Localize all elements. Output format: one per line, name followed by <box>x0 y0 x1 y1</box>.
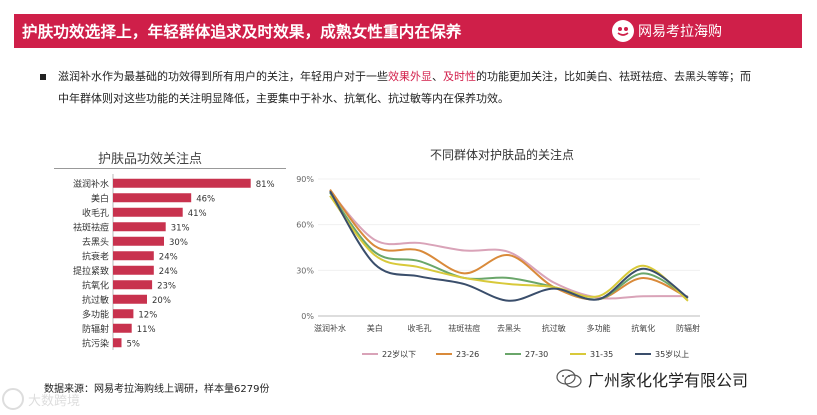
legend-label: 23-26 <box>456 350 479 359</box>
bar-value-label: 23% <box>157 281 176 291</box>
x-tick-label: 去黑头 <box>497 323 521 333</box>
data-source: 数据来源：网易考拉海购线上调研，样本量6279份 <box>44 384 270 395</box>
x-tick-label: 多功能 <box>587 323 611 333</box>
bar-7 <box>113 280 153 290</box>
bar-category-label: 祛斑祛痘 <box>73 221 109 233</box>
bar-category-label: 提拉紧致 <box>73 265 109 277</box>
bar-category-label: 收毛孔 <box>82 207 109 219</box>
bar-category-label: 抗氧化 <box>82 279 109 291</box>
line-chart-title: 不同群体对护肤品的关注点 <box>430 147 574 162</box>
bar-0 <box>113 178 251 188</box>
bar-category-label: 抗衰老 <box>82 250 109 262</box>
watermark-text: 大数跨境 <box>28 393 81 409</box>
watermark-logo-icon <box>2 388 24 410</box>
bar-4 <box>113 236 164 246</box>
bar-value-label: 81% <box>256 180 275 190</box>
page-title: 护肤功效选择上，年轻群体追求及时效果，成熟女性重内在保养 <box>22 23 462 41</box>
bar-value-label: 12% <box>138 310 157 320</box>
x-tick-label: 祛斑祛痘 <box>448 323 480 333</box>
y-tick-label: 90% <box>296 175 314 184</box>
intro-text: 滋润补水作为最基础的功效得到所有用户的关注，年轻用户对于一些效果外显、及时性的功… <box>58 66 758 110</box>
brand-name: 网易考拉海购 <box>638 24 722 40</box>
bar-value-label: 46% <box>196 194 215 204</box>
bar-value-label: 30% <box>169 238 188 248</box>
intro-highlight-2: 及时性 <box>443 70 476 83</box>
y-tick-label: 0% <box>301 312 314 321</box>
series-line-0 <box>329 190 689 300</box>
kaola-logo-icon <box>612 20 634 42</box>
bar-category-label: 抗过敏 <box>82 294 109 306</box>
bar-5 <box>113 251 154 261</box>
bar-value-label: 5% <box>127 339 141 349</box>
legend-label: 31-35 <box>590 350 613 359</box>
bar-category-label: 多功能 <box>82 308 109 320</box>
watermark: 大数跨境 <box>2 388 80 410</box>
series-line-1 <box>329 189 689 301</box>
intro-highlight-1: 效果外显 <box>388 70 432 83</box>
bar-value-label: 20% <box>152 296 171 306</box>
x-tick-label: 抗氧化 <box>631 323 655 333</box>
x-tick-label: 防辐射 <box>676 323 700 333</box>
bar-10 <box>113 323 132 333</box>
bar-category-label: 去黑头 <box>82 236 109 248</box>
legend-label: 22岁以下 <box>382 349 416 359</box>
bar-chart-title: 护肤品功效关注点 <box>98 152 203 167</box>
series-line-2 <box>329 192 689 301</box>
bar-6 <box>113 265 154 275</box>
bar-2 <box>113 207 183 217</box>
x-tick-label: 抗过敏 <box>542 323 566 333</box>
x-tick-label: 滋润补水 <box>314 323 346 333</box>
legend-label: 27-30 <box>525 350 548 359</box>
header-bar <box>14 14 802 48</box>
bar-category-label: 抗污染 <box>82 337 109 349</box>
series-line-3 <box>329 195 689 302</box>
intro-separator: 、 <box>432 70 443 83</box>
bar-category-label: 美白 <box>91 192 109 204</box>
bar-value-label: 41% <box>188 209 207 219</box>
bar-chart-title-rule <box>54 168 286 169</box>
series-line-4 <box>329 190 689 302</box>
bar-category-label: 防辐射 <box>82 323 109 335</box>
bar-value-label: 31% <box>171 223 190 233</box>
wechat-icon <box>556 369 582 388</box>
bar-8 <box>113 294 147 304</box>
bar-3 <box>113 222 166 232</box>
bar-category-label: 滋润补水 <box>73 178 109 190</box>
bar-9 <box>113 309 134 319</box>
bar-11 <box>113 338 122 348</box>
bar-1 <box>113 193 192 203</box>
y-tick-label: 60% <box>296 221 314 230</box>
x-tick-label: 收毛孔 <box>408 323 432 333</box>
intro-part2: 的功能更加关注，比如美白、祛斑祛痘、去黑头等等；而中年群体则对这些功能的关注明显… <box>58 70 751 105</box>
bar-value-label: 24% <box>159 267 178 277</box>
header: 护肤功效选择上，年轻群体追求及时效果，成熟女性重内在保养 网易考拉海购 <box>0 0 817 62</box>
x-tick-label: 美白 <box>367 323 383 333</box>
line-chart: 不同群体对护肤品的关注点 0% 30% 60% 90% 滋润补水 美白 收毛孔 祛斑祛痘 去黑头 抗… <box>296 147 700 359</box>
company-name: 广州家化化学有限公司 <box>588 371 749 390</box>
bar-chart: 滋润补水 81% 美白 46% 收毛孔 41% 祛斑祛痘 31% 去黑头 30% 抗衰老 24% 提拉紧… <box>73 174 275 350</box>
y-tick-label: 30% <box>296 266 314 275</box>
bar-value-label: 24% <box>159 252 178 262</box>
company-badge: 广州家化化学有限公司 <box>556 367 748 391</box>
brand: 网易考拉海购 <box>612 17 722 45</box>
legend-label: 35岁以上 <box>655 349 689 359</box>
intro-part1: 滋润补水作为最基础的功效得到所有用户的关注，年轻用户对于一些 <box>58 70 388 83</box>
bar-value-label: 11% <box>137 325 156 335</box>
bullet-icon <box>40 74 46 80</box>
